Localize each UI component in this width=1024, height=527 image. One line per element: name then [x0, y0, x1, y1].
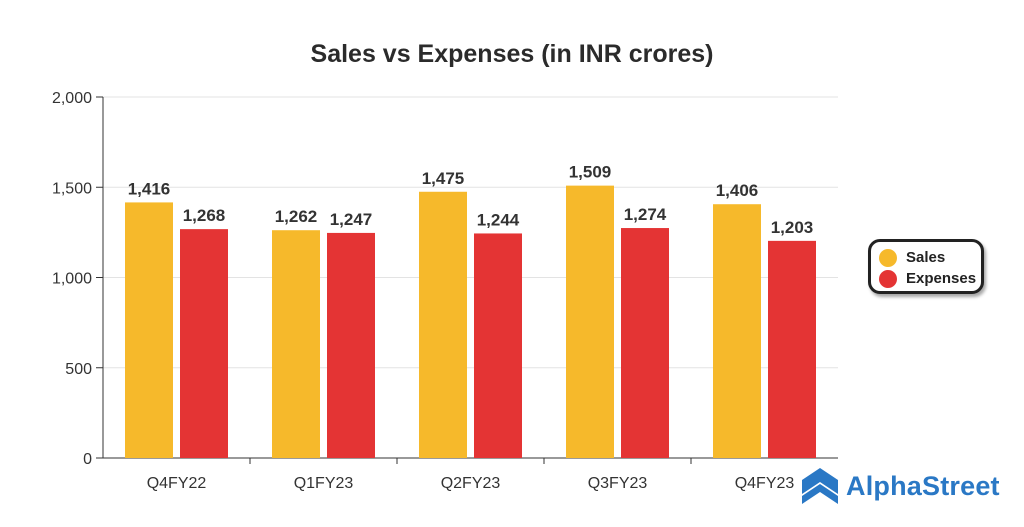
data-labels: 1,416 1,268 1,262 1,247 1,475 1,244 1,509 1,274… — [128, 163, 814, 237]
bar-sales — [272, 230, 320, 458]
y-tick-label: 1,500 — [52, 180, 92, 197]
y-tick-label: 1,000 — [52, 271, 92, 288]
legend-swatch-sales — [879, 248, 897, 267]
data-label-expenses: 1,274 — [624, 205, 667, 224]
x-tick-label: Q4FY23 — [735, 475, 795, 492]
alphastreet-logo-icon — [802, 468, 838, 504]
data-label-sales: 1,509 — [569, 163, 612, 182]
brand-watermark: AlphaStreet — [800, 466, 1000, 506]
bar-expenses — [474, 233, 522, 458]
bar-expenses — [180, 229, 228, 458]
bar-expenses — [327, 232, 375, 458]
y-tick-label: 500 — [65, 361, 92, 378]
data-label-expenses: 1,244 — [477, 210, 520, 229]
legend-swatch-expenses — [879, 269, 897, 288]
data-label-sales: 1,475 — [422, 169, 465, 188]
data-label-expenses: 1,247 — [330, 210, 373, 229]
brand-name: AlphaStreet — [846, 470, 1000, 501]
legend-item-sales: Sales — [879, 247, 981, 268]
chart-title: Sales vs Expenses (in INR crores) — [311, 40, 714, 68]
y-tick-label: 2,000 — [52, 90, 92, 107]
bar-expenses — [621, 228, 669, 458]
y-tick-label: 0 — [83, 451, 92, 468]
bar-sales — [125, 202, 173, 458]
data-label-sales: 1,416 — [128, 179, 171, 198]
data-label-sales: 1,406 — [716, 181, 759, 200]
data-label-expenses: 1,203 — [771, 218, 814, 237]
bar-expenses — [768, 240, 816, 458]
legend-label-expenses: Expenses — [906, 270, 977, 287]
legend-label-sales: Sales — [906, 249, 946, 266]
x-tick-label: Q1FY23 — [294, 475, 354, 492]
legend-item-expenses: Expenses — [879, 268, 981, 289]
bar-sales — [566, 185, 614, 459]
bar-sales — [419, 191, 467, 458]
x-tick-label: Q2FY23 — [441, 475, 501, 492]
data-label-sales: 1,262 — [275, 207, 318, 226]
data-label-expenses: 1,268 — [183, 206, 226, 225]
bar-sales — [713, 204, 761, 458]
x-tick-label: Q3FY23 — [588, 475, 648, 492]
chart-legend: Sales Expenses — [868, 239, 984, 294]
x-tick-label: Q4FY22 — [147, 475, 207, 492]
bars — [125, 185, 816, 459]
